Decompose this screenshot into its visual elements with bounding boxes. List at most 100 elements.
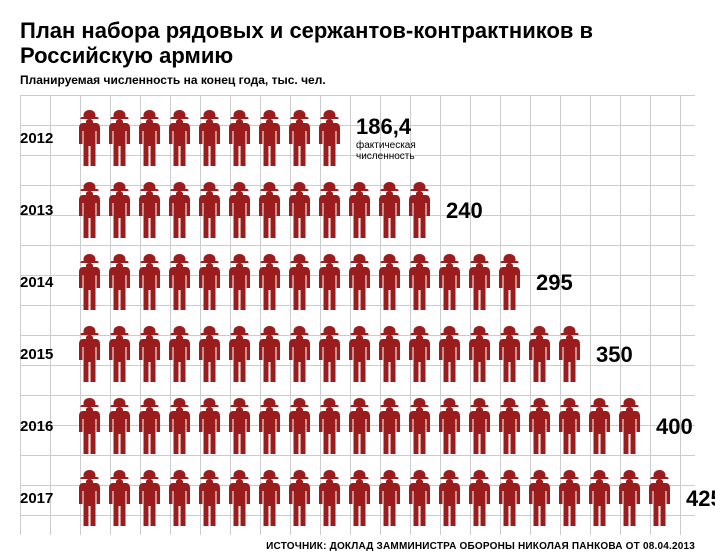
pictogram-icons xyxy=(75,324,584,386)
chart-area: 2012186,4фактическаячисленность201324020… xyxy=(20,95,695,535)
soldier-icon xyxy=(465,396,494,458)
soldier-icon xyxy=(105,324,134,386)
soldier-icon xyxy=(75,180,104,242)
value-label: 400 xyxy=(656,416,693,438)
soldier-icon xyxy=(75,252,104,314)
pictogram-icons xyxy=(75,180,434,242)
soldier-icon xyxy=(225,108,254,170)
soldier-icon xyxy=(285,252,314,314)
year-label: 2016 xyxy=(20,418,75,435)
soldier-icon xyxy=(315,324,344,386)
soldier-icon xyxy=(345,324,374,386)
soldier-icon xyxy=(345,468,374,530)
soldier-icon xyxy=(555,324,584,386)
pictogram-icons xyxy=(75,108,344,170)
soldier-icon xyxy=(105,396,134,458)
soldier-icon xyxy=(435,252,464,314)
soldier-icon xyxy=(495,396,524,458)
chart-row: 2015 350 xyxy=(20,319,695,391)
soldier-icon xyxy=(255,252,284,314)
soldier-icon xyxy=(105,468,134,530)
soldier-icon xyxy=(195,180,224,242)
year-label: 2015 xyxy=(20,346,75,363)
value-block: 186,4фактическаячисленность xyxy=(356,116,416,162)
soldier-icon xyxy=(225,468,254,530)
soldier-icon xyxy=(375,396,404,458)
soldier-icon xyxy=(285,108,314,170)
soldier-icon xyxy=(345,396,374,458)
soldier-icon xyxy=(315,180,344,242)
soldier-icon xyxy=(375,468,404,530)
soldier-icon xyxy=(375,252,404,314)
value-note: фактическаячисленность xyxy=(356,140,416,162)
soldier-icon xyxy=(195,468,224,530)
soldier-icon xyxy=(285,396,314,458)
chart-row: 2016 400 xyxy=(20,391,695,463)
value-label: 350 xyxy=(596,344,633,366)
soldier-icon xyxy=(315,468,344,530)
soldier-icon xyxy=(645,468,674,530)
chart-title: План набора рядовых и сержантов-контракт… xyxy=(20,18,695,69)
chart-subtitle: Планируемая численность на конец года, т… xyxy=(20,73,695,87)
soldier-icon xyxy=(315,396,344,458)
value-label: 240 xyxy=(446,200,483,222)
soldier-icon xyxy=(405,252,434,314)
soldier-icon xyxy=(585,468,614,530)
soldier-icon xyxy=(75,324,104,386)
value-label: 295 xyxy=(536,272,573,294)
soldier-icon xyxy=(315,108,344,170)
soldier-icon xyxy=(255,180,284,242)
soldier-icon xyxy=(315,252,344,314)
pictogram-icons xyxy=(75,252,524,314)
soldier-icon xyxy=(405,468,434,530)
pictogram-icons xyxy=(75,468,674,530)
soldier-icon xyxy=(165,396,194,458)
value-label: 186,4 xyxy=(356,116,416,138)
soldier-icon xyxy=(105,252,134,314)
soldier-icon xyxy=(255,108,284,170)
chart-row: 2014 295 xyxy=(20,247,695,319)
soldier-icon xyxy=(75,108,104,170)
soldier-icon xyxy=(135,396,164,458)
soldier-icon xyxy=(195,108,224,170)
soldier-icon xyxy=(495,252,524,314)
soldier-icon xyxy=(165,468,194,530)
soldier-icon xyxy=(495,468,524,530)
soldier-icon xyxy=(435,324,464,386)
soldier-icon xyxy=(75,396,104,458)
soldier-icon xyxy=(615,396,644,458)
soldier-icon xyxy=(225,324,254,386)
soldier-icon xyxy=(225,180,254,242)
value-block: 295 xyxy=(536,272,573,294)
soldier-icon xyxy=(225,252,254,314)
soldier-icon xyxy=(195,396,224,458)
year-label: 2017 xyxy=(20,490,75,507)
soldier-icon xyxy=(135,180,164,242)
soldier-icon xyxy=(465,252,494,314)
value-label: 425 xyxy=(686,488,715,510)
soldier-icon xyxy=(585,396,614,458)
soldier-icon xyxy=(345,252,374,314)
soldier-icon xyxy=(615,468,644,530)
soldier-icon xyxy=(465,468,494,530)
soldier-icon xyxy=(525,396,554,458)
soldier-icon xyxy=(375,180,404,242)
soldier-icon xyxy=(225,396,254,458)
value-block: 240 xyxy=(446,200,483,222)
soldier-icon xyxy=(105,108,134,170)
soldier-icon xyxy=(75,468,104,530)
value-block: 425 xyxy=(686,488,715,510)
soldier-icon xyxy=(555,396,584,458)
soldier-icon xyxy=(135,324,164,386)
soldier-icon xyxy=(465,324,494,386)
soldier-icon xyxy=(135,108,164,170)
infographic-container: План набора рядовых и сержантов-контракт… xyxy=(0,0,715,558)
year-label: 2014 xyxy=(20,274,75,291)
soldier-icon xyxy=(105,180,134,242)
soldier-icon xyxy=(405,324,434,386)
soldier-icon xyxy=(525,324,554,386)
soldier-icon xyxy=(195,252,224,314)
soldier-icon xyxy=(285,468,314,530)
soldier-icon xyxy=(255,324,284,386)
soldier-icon xyxy=(405,396,434,458)
